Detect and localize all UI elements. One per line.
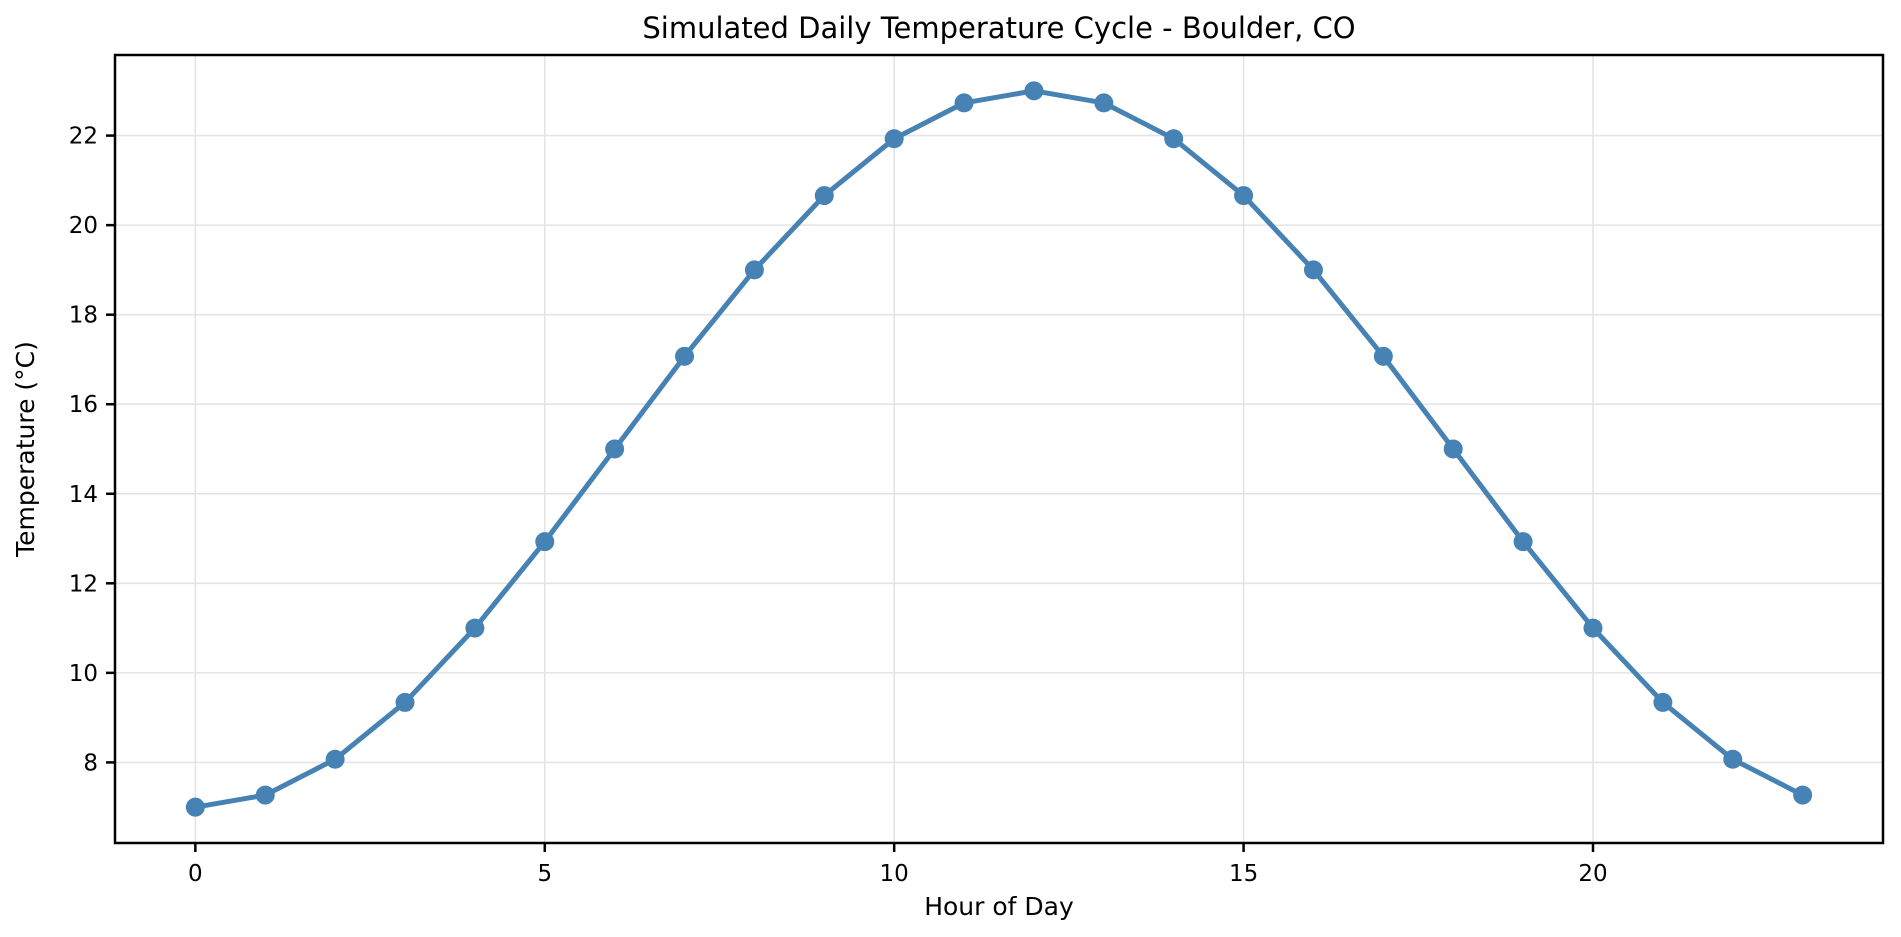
y-axis-label: Temperature (°C)	[11, 341, 40, 558]
x-tick-label: 0	[188, 861, 203, 887]
x-tick-label: 15	[1229, 861, 1258, 887]
grid-lines	[115, 55, 1883, 843]
x-tick-label: 5	[537, 861, 552, 887]
y-tick-label: 14	[69, 482, 98, 508]
y-tick-label: 12	[69, 571, 98, 597]
x-tick-label: 20	[1578, 861, 1607, 887]
tick-marks-and-labels: 0 5 10 15 20 8 10 12 14 16 18 20 22	[69, 124, 1608, 887]
y-tick-label: 22	[69, 124, 98, 150]
y-tick-label: 18	[69, 303, 98, 329]
data-series	[185, 81, 1813, 817]
y-tick-label: 10	[69, 661, 98, 687]
axes	[113, 53, 1885, 845]
y-tick-label: 16	[69, 392, 98, 418]
x-tick-label: 10	[880, 861, 909, 887]
y-tick-label: 20	[69, 213, 98, 239]
x-axis-label: Hour of Day	[924, 892, 1074, 921]
chart-title: Simulated Daily Temperature Cycle - Boul…	[642, 11, 1355, 45]
y-tick-label: 8	[83, 750, 98, 776]
